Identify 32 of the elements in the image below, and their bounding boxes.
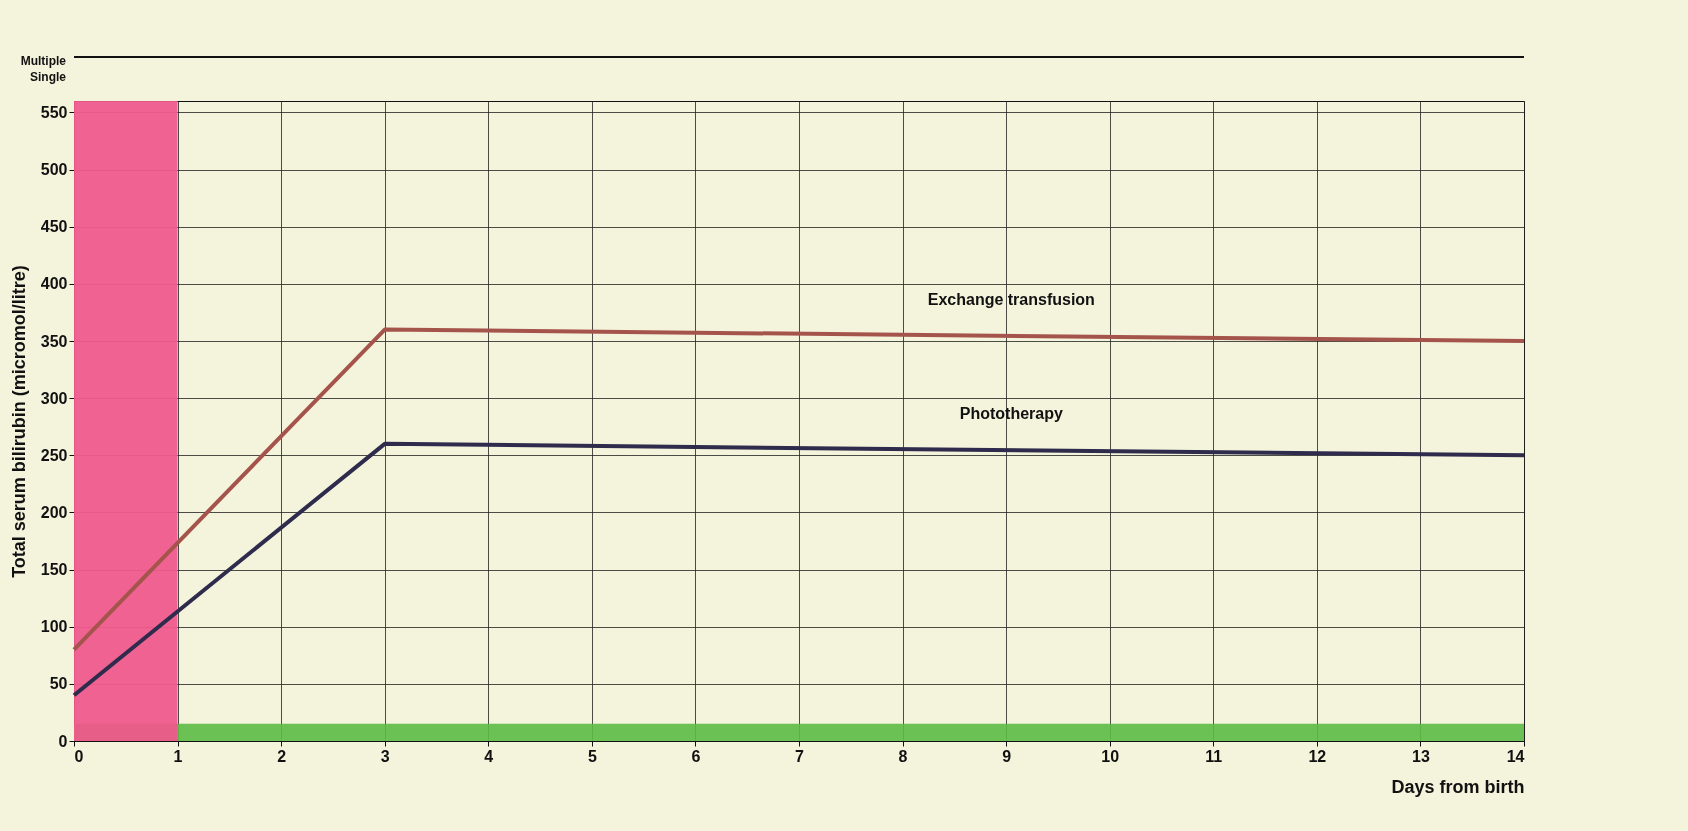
y-tick-label: 100 [40,618,68,636]
x-tick-label: 4 [484,747,494,765]
x-tick-label: 5 [587,747,597,765]
x-tick-label: 10 [1101,747,1120,765]
x-tick-label: 2 [277,747,287,765]
y-tick-label: 450 [40,218,68,236]
y-tick-label: 150 [40,561,68,579]
x-tick-label: 3 [380,747,390,765]
series-label: Exchange transfusion [927,290,1095,308]
y-tick-label: 200 [40,503,68,521]
x-tick-label: 6 [691,747,701,765]
x-tick-label: 7 [795,747,805,765]
y-tick-label: 400 [40,275,68,293]
text: Multiple [20,54,67,68]
y-tick-label: 300 [40,389,68,407]
x-tick-label: 13 [1412,747,1430,765]
y-tick-label: 50 [49,675,68,693]
x-tick-label: 14 [1506,747,1525,765]
text: Single [29,70,67,84]
x-tick-label: 0 [74,747,84,765]
y-tick-label: 500 [40,161,68,179]
x-tick-label: 12 [1308,747,1327,765]
y-tick-label: 550 [40,103,68,121]
x-axis-title: Days from birth [1391,776,1525,797]
y-tick-label: 0 [58,732,68,750]
y-axis-title: Total serum bilirubin (micromol/litre) [8,265,29,578]
x-tick-label: 9 [1002,747,1012,765]
y-tick-label: 250 [40,446,68,464]
x-tick-label: 11 [1205,747,1223,765]
y-tick-label: 350 [40,332,68,350]
x-tick-label: 8 [898,747,908,765]
x-tick-label: 1 [173,747,183,765]
